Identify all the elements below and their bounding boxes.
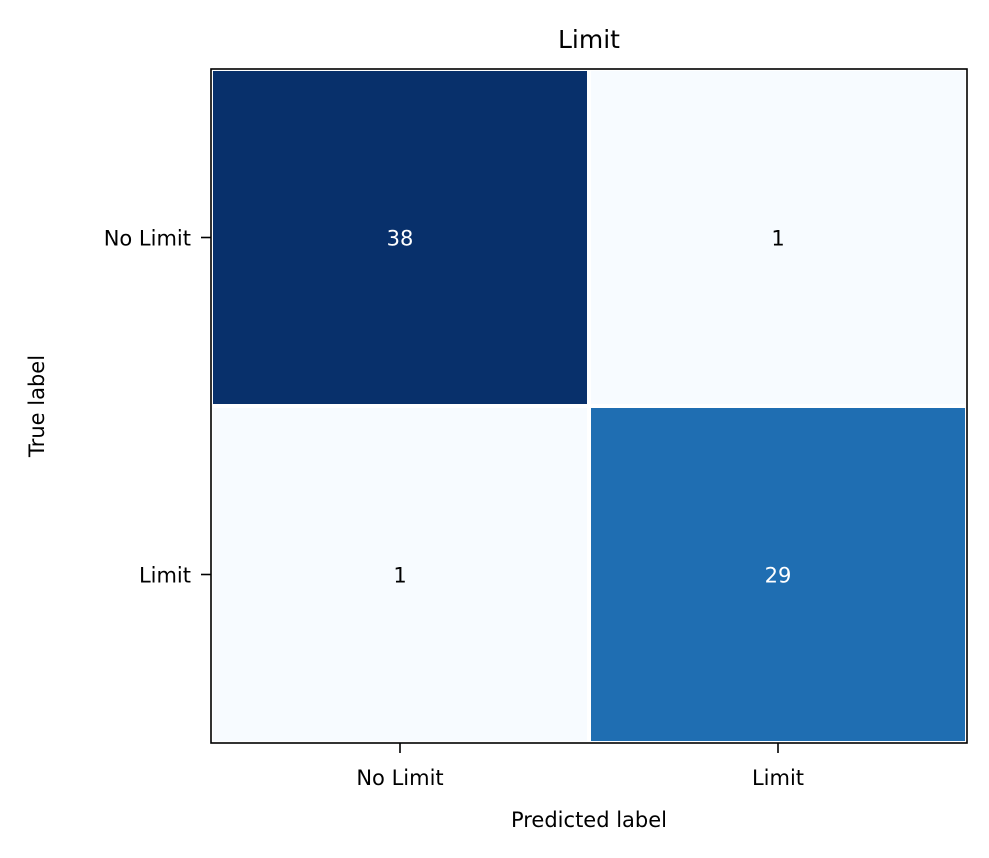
cell-value-label: 29 (765, 564, 792, 588)
cell-value-label: 38 (387, 227, 414, 251)
x-tick-label: No Limit (356, 766, 443, 790)
y-axis-ticks: No Limit Limit (104, 227, 211, 588)
y-axis-label: True label (25, 355, 49, 458)
chart-title: Limit (558, 25, 620, 54)
heatmap-cell (209, 404, 591, 745)
heatmap-cell (587, 404, 969, 745)
x-axis-ticks: No Limit Limit (356, 743, 804, 790)
y-tick-label: No Limit (104, 227, 191, 251)
y-tick-label: Limit (139, 564, 191, 588)
x-axis-label: Predicted label (511, 808, 667, 832)
x-tick-label: Limit (752, 766, 804, 790)
cell-value-label: 1 (393, 564, 406, 588)
plot-frame (210, 68, 968, 744)
heatmap-cell (209, 67, 591, 408)
heatmap-cells: 38 1 1 29 (209, 67, 969, 745)
cell-value-label: 1 (771, 227, 784, 251)
